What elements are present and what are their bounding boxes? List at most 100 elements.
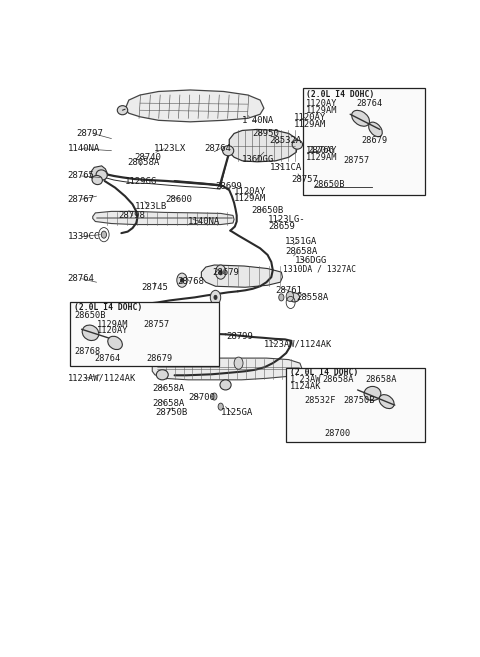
Text: 28650B: 28650B — [313, 179, 345, 189]
Text: 28750B: 28750B — [155, 408, 187, 417]
Text: 28797: 28797 — [77, 129, 104, 138]
Text: 28740: 28740 — [134, 153, 161, 162]
Polygon shape — [93, 212, 234, 225]
Bar — [286, 368, 424, 442]
Text: (2.0L I4 DOHC): (2.0L I4 DOHC) — [306, 89, 374, 99]
Text: 1123AW/1124AK: 1123AW/1124AK — [264, 340, 332, 348]
Ellipse shape — [117, 106, 128, 115]
Ellipse shape — [220, 380, 231, 390]
Circle shape — [279, 294, 284, 301]
Text: 28764: 28764 — [204, 144, 231, 153]
Text: 28764: 28764 — [94, 353, 120, 363]
Text: 28700: 28700 — [188, 393, 215, 402]
Circle shape — [234, 357, 243, 369]
Ellipse shape — [352, 110, 370, 126]
Polygon shape — [229, 129, 297, 162]
Ellipse shape — [82, 325, 99, 340]
Text: 28767: 28767 — [67, 194, 94, 204]
Text: 28761: 28761 — [275, 286, 302, 295]
Text: 28798: 28798 — [119, 211, 145, 220]
Text: 1129AM: 1129AM — [306, 106, 338, 115]
Text: 1123LX: 1123LX — [154, 144, 186, 153]
Text: 1129GG: 1129GG — [125, 177, 157, 185]
Text: 1`40NA: 1`40NA — [242, 116, 275, 125]
Text: 28757: 28757 — [291, 175, 318, 183]
Text: 1125GA: 1125GA — [221, 408, 253, 417]
Ellipse shape — [108, 336, 122, 350]
Text: 1120AY: 1120AY — [294, 113, 326, 122]
Text: 28679: 28679 — [213, 267, 240, 277]
Text: 28768: 28768 — [177, 277, 204, 286]
Text: 28750B: 28750B — [344, 396, 375, 405]
Circle shape — [180, 321, 191, 335]
Text: 28650B: 28650B — [74, 311, 106, 320]
Text: 1129AM: 1129AM — [294, 120, 326, 129]
Text: 1123AW/1124AK: 1123AW/1124AK — [67, 374, 136, 383]
Text: 28768: 28768 — [74, 346, 100, 355]
Text: 1140NA: 1140NA — [188, 217, 221, 226]
Ellipse shape — [223, 146, 234, 156]
Text: 28700: 28700 — [325, 430, 351, 438]
Text: 1124AK: 1124AK — [290, 382, 322, 391]
Circle shape — [214, 296, 217, 300]
Polygon shape — [202, 265, 282, 287]
Circle shape — [180, 278, 183, 283]
Text: 28658A: 28658A — [152, 384, 184, 393]
Text: 136DGG: 136DGG — [242, 155, 275, 164]
Text: 1120AY: 1120AY — [234, 187, 266, 196]
Text: 1120AY: 1120AY — [306, 99, 338, 108]
Polygon shape — [125, 90, 264, 122]
Text: 28764: 28764 — [357, 99, 383, 108]
Text: 1129AM: 1129AM — [96, 320, 128, 328]
Text: 28764: 28764 — [67, 274, 94, 283]
Text: 1`23AW: 1`23AW — [290, 375, 322, 384]
Text: 28658A: 28658A — [128, 158, 160, 167]
Text: 1120AY: 1120AY — [306, 146, 338, 155]
Circle shape — [216, 265, 226, 279]
Text: 28950: 28950 — [252, 129, 279, 138]
Circle shape — [286, 291, 294, 302]
Text: 1129AM: 1129AM — [306, 153, 338, 162]
Text: 1120AY: 1120AY — [96, 327, 128, 335]
Circle shape — [212, 393, 217, 400]
Bar — [71, 302, 219, 366]
Ellipse shape — [292, 140, 302, 149]
Ellipse shape — [156, 370, 168, 380]
Text: 28745: 28745 — [141, 283, 168, 292]
Text: 28679: 28679 — [361, 136, 387, 145]
Ellipse shape — [369, 122, 382, 137]
Ellipse shape — [96, 170, 107, 180]
Text: 28658A: 28658A — [365, 375, 396, 384]
Text: 28766: 28766 — [307, 146, 334, 155]
Circle shape — [218, 403, 223, 410]
Circle shape — [219, 270, 222, 274]
Text: 28765: 28765 — [67, 171, 94, 181]
Bar — [302, 88, 424, 195]
Text: 1351GA: 1351GA — [285, 237, 317, 246]
Polygon shape — [152, 358, 302, 380]
Text: 28658A: 28658A — [152, 399, 184, 408]
Text: 1311CA: 1311CA — [270, 163, 302, 172]
Circle shape — [101, 231, 107, 238]
Text: 28658A: 28658A — [322, 375, 354, 384]
Text: 1123LG-: 1123LG- — [268, 215, 306, 224]
Text: 28532F: 28532F — [305, 396, 336, 405]
Ellipse shape — [364, 386, 381, 401]
Text: 28757: 28757 — [344, 156, 370, 166]
Text: 28532A: 28532A — [269, 136, 301, 145]
Text: 28558A: 28558A — [296, 293, 328, 302]
Polygon shape — [91, 166, 108, 181]
Text: 28658A: 28658A — [285, 247, 317, 256]
Text: 136DGG: 136DGG — [295, 256, 327, 265]
Circle shape — [210, 290, 221, 304]
Text: 1339CC: 1339CC — [67, 232, 100, 241]
Text: 28679: 28679 — [146, 353, 172, 363]
Circle shape — [177, 273, 187, 287]
Ellipse shape — [92, 175, 102, 185]
Ellipse shape — [379, 395, 394, 409]
Text: 28600: 28600 — [165, 194, 192, 204]
Text: 28650B: 28650B — [252, 206, 284, 215]
Circle shape — [184, 326, 187, 330]
Ellipse shape — [289, 293, 300, 302]
Text: 28757: 28757 — [144, 320, 170, 328]
